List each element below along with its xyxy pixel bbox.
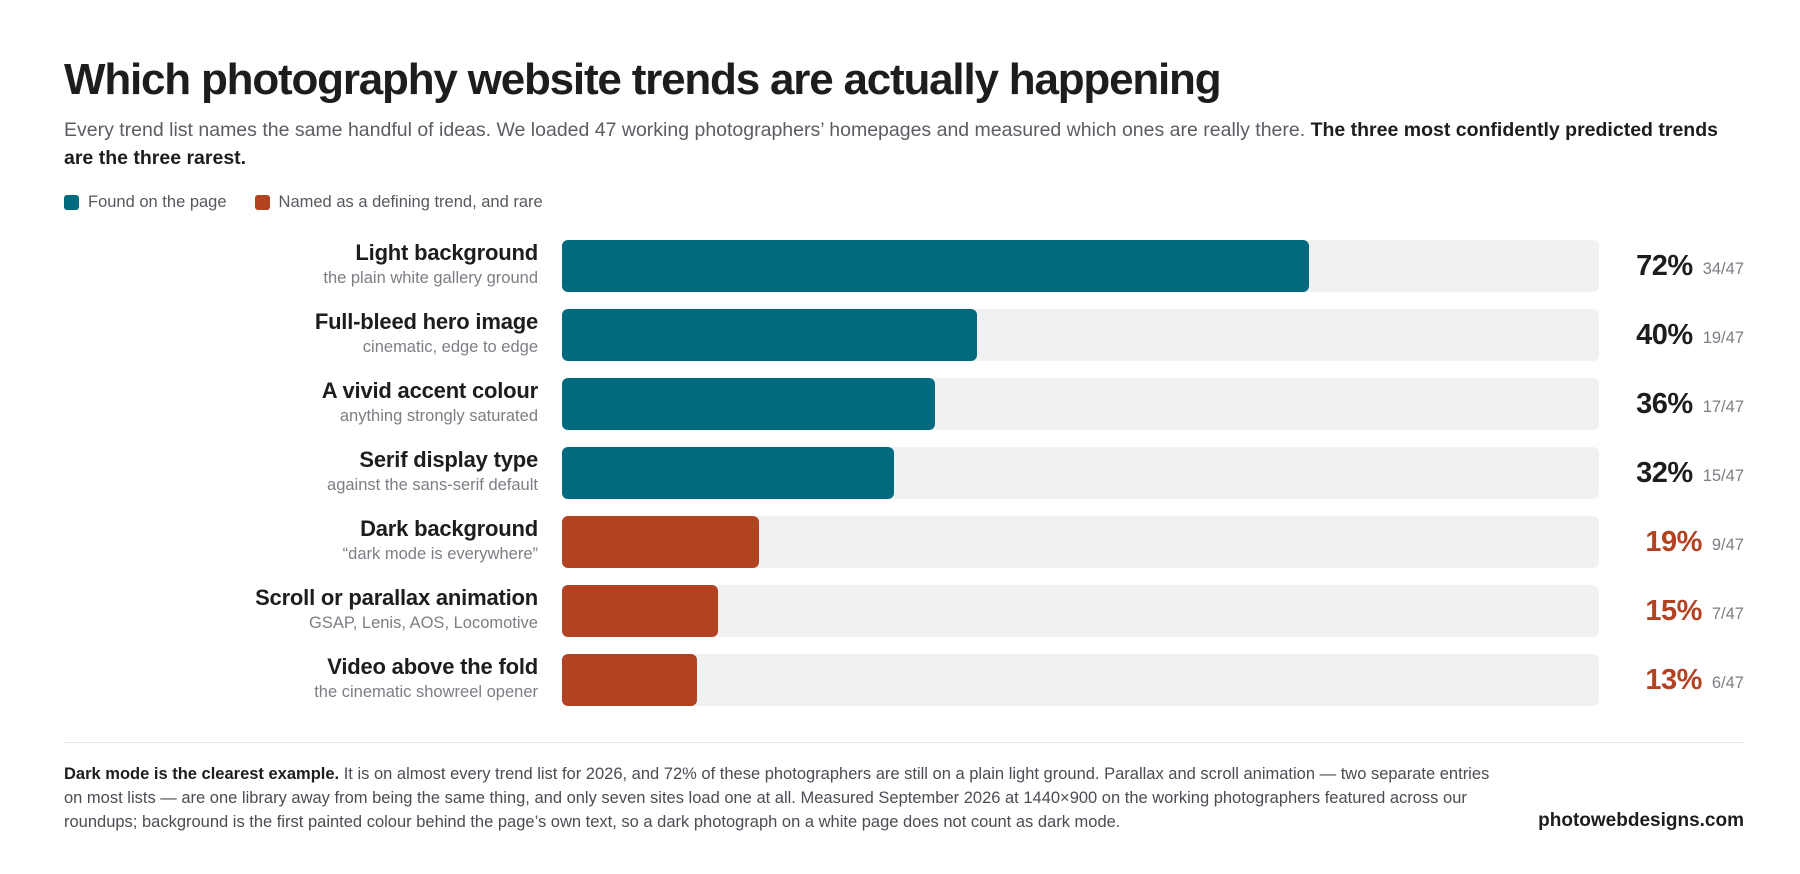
value-label: 72% 34/47 xyxy=(1636,240,1744,292)
bar-row: Serif display type against the sans-serif… xyxy=(64,447,1744,499)
category-description: the cinematic showreel opener xyxy=(314,683,538,701)
legend: Found on the page Named as a defining tr… xyxy=(64,190,1744,214)
brand-credit: photowebdesigns.com xyxy=(1538,810,1744,831)
value-label: 13% 6/47 xyxy=(1645,654,1744,706)
bar-row: Full-bleed hero image cinematic, edge to … xyxy=(64,309,1744,361)
bar-track xyxy=(562,585,1599,637)
bar-track xyxy=(562,240,1599,292)
page-title: Which photography website trends are act… xyxy=(64,55,1222,104)
category-description: GSAP, Lenis, AOS, Locomotive xyxy=(309,614,538,632)
bar-found xyxy=(562,240,1309,292)
bar-found xyxy=(562,309,977,361)
percent-label: 36% xyxy=(1636,387,1693,420)
legend-swatch-rare xyxy=(254,194,270,210)
subtitle-plain: Every trend list names the same handful … xyxy=(64,119,1311,141)
count-label: 9/47 xyxy=(1711,536,1744,554)
bar-track xyxy=(562,309,1599,361)
value-label: 40% 19/47 xyxy=(1636,309,1744,361)
category-label: A vivid accent colour anything strongly s… xyxy=(64,377,538,427)
bar-row: Dark background “dark mode is everywhere”… xyxy=(64,516,1744,568)
category-label: Video above the fold the cinematic showre… xyxy=(64,653,538,703)
category-description: “dark mode is everywhere” xyxy=(342,545,538,563)
count-label: 7/47 xyxy=(1711,605,1744,623)
footnote-body: It is on almost every trend list for 202… xyxy=(64,765,1490,831)
bar-rare xyxy=(562,585,718,637)
bar-rare xyxy=(562,654,697,706)
bar-chart: Light background the plain white gallery … xyxy=(64,240,1744,760)
count-label: 34/47 xyxy=(1702,260,1744,278)
legend-item-found: Found on the page xyxy=(64,193,227,212)
bar-rare xyxy=(562,516,760,568)
category-label: Light background the plain white gallery … xyxy=(64,239,538,289)
count-label: 6/47 xyxy=(1711,674,1744,692)
value-label: 19% 9/47 xyxy=(1645,516,1744,568)
category-description: the plain white gallery ground xyxy=(323,269,538,287)
category-label: Serif display type against the sans-serif… xyxy=(64,446,538,496)
bar-row: A vivid accent colour anything strongly s… xyxy=(64,378,1744,430)
bar-row: Light background the plain white gallery … xyxy=(64,240,1744,292)
legend-label-found: Found on the page xyxy=(88,192,227,211)
count-label: 17/47 xyxy=(1702,398,1744,416)
value-label: 15% 7/47 xyxy=(1645,585,1744,637)
percent-label: 72% xyxy=(1636,249,1693,282)
category-name: Full-bleed hero image xyxy=(314,309,538,334)
percent-label: 15% xyxy=(1645,594,1702,627)
divider xyxy=(64,742,1744,743)
chart-container: Which photography website trends are act… xyxy=(64,52,1744,831)
value-label: 32% 15/47 xyxy=(1636,447,1744,499)
legend-item-rare: Named as a defining trend, and rare xyxy=(254,192,543,212)
category-description: anything strongly saturated xyxy=(339,407,538,425)
category-name: Serif display type xyxy=(359,447,538,472)
bar-found xyxy=(562,447,894,499)
legend-label-rare: Named as a defining trend, and rare xyxy=(278,192,543,211)
count-label: 15/47 xyxy=(1702,467,1744,485)
percent-label: 40% xyxy=(1636,318,1693,351)
value-label: 36% 17/47 xyxy=(1636,378,1744,430)
category-name: Light background xyxy=(355,240,538,265)
category-name: Dark background xyxy=(360,516,538,541)
category-name: A vivid accent colour xyxy=(321,378,538,403)
footnote-lead: Dark mode is the clearest example. xyxy=(64,765,340,783)
category-description: against the sans-serif default xyxy=(327,476,538,494)
bar-track xyxy=(562,447,1599,499)
bar-found xyxy=(562,378,936,430)
bar-track xyxy=(562,378,1599,430)
page-subtitle: Every trend list names the same handful … xyxy=(64,116,1744,172)
percent-label: 32% xyxy=(1636,456,1693,489)
count-label: 19/47 xyxy=(1702,329,1744,347)
category-name: Video above the fold xyxy=(327,654,538,679)
legend-swatch-found xyxy=(64,194,79,210)
category-label: Full-bleed hero image cinematic, edge to … xyxy=(64,308,538,358)
category-label: Dark background “dark mode is everywhere” xyxy=(64,515,539,565)
category-label: Scroll or parallax animation GSAP, Lenis,… xyxy=(64,584,538,634)
bar-row: Scroll or parallax animation GSAP, Lenis,… xyxy=(64,585,1744,637)
percent-label: 13% xyxy=(1645,663,1702,696)
bar-row: Video above the fold the cinematic showre… xyxy=(64,654,1744,706)
footnote: Dark mode is the clearest example. It is… xyxy=(64,762,1504,834)
bar-track xyxy=(562,654,1599,706)
bar-track xyxy=(562,516,1599,568)
category-name: Scroll or parallax animation xyxy=(255,585,538,610)
subtitle-emphasis: The three most confidently predicted tre… xyxy=(64,119,1718,169)
percent-label: 19% xyxy=(1645,525,1702,558)
category-description: cinematic, edge to edge xyxy=(362,338,538,356)
